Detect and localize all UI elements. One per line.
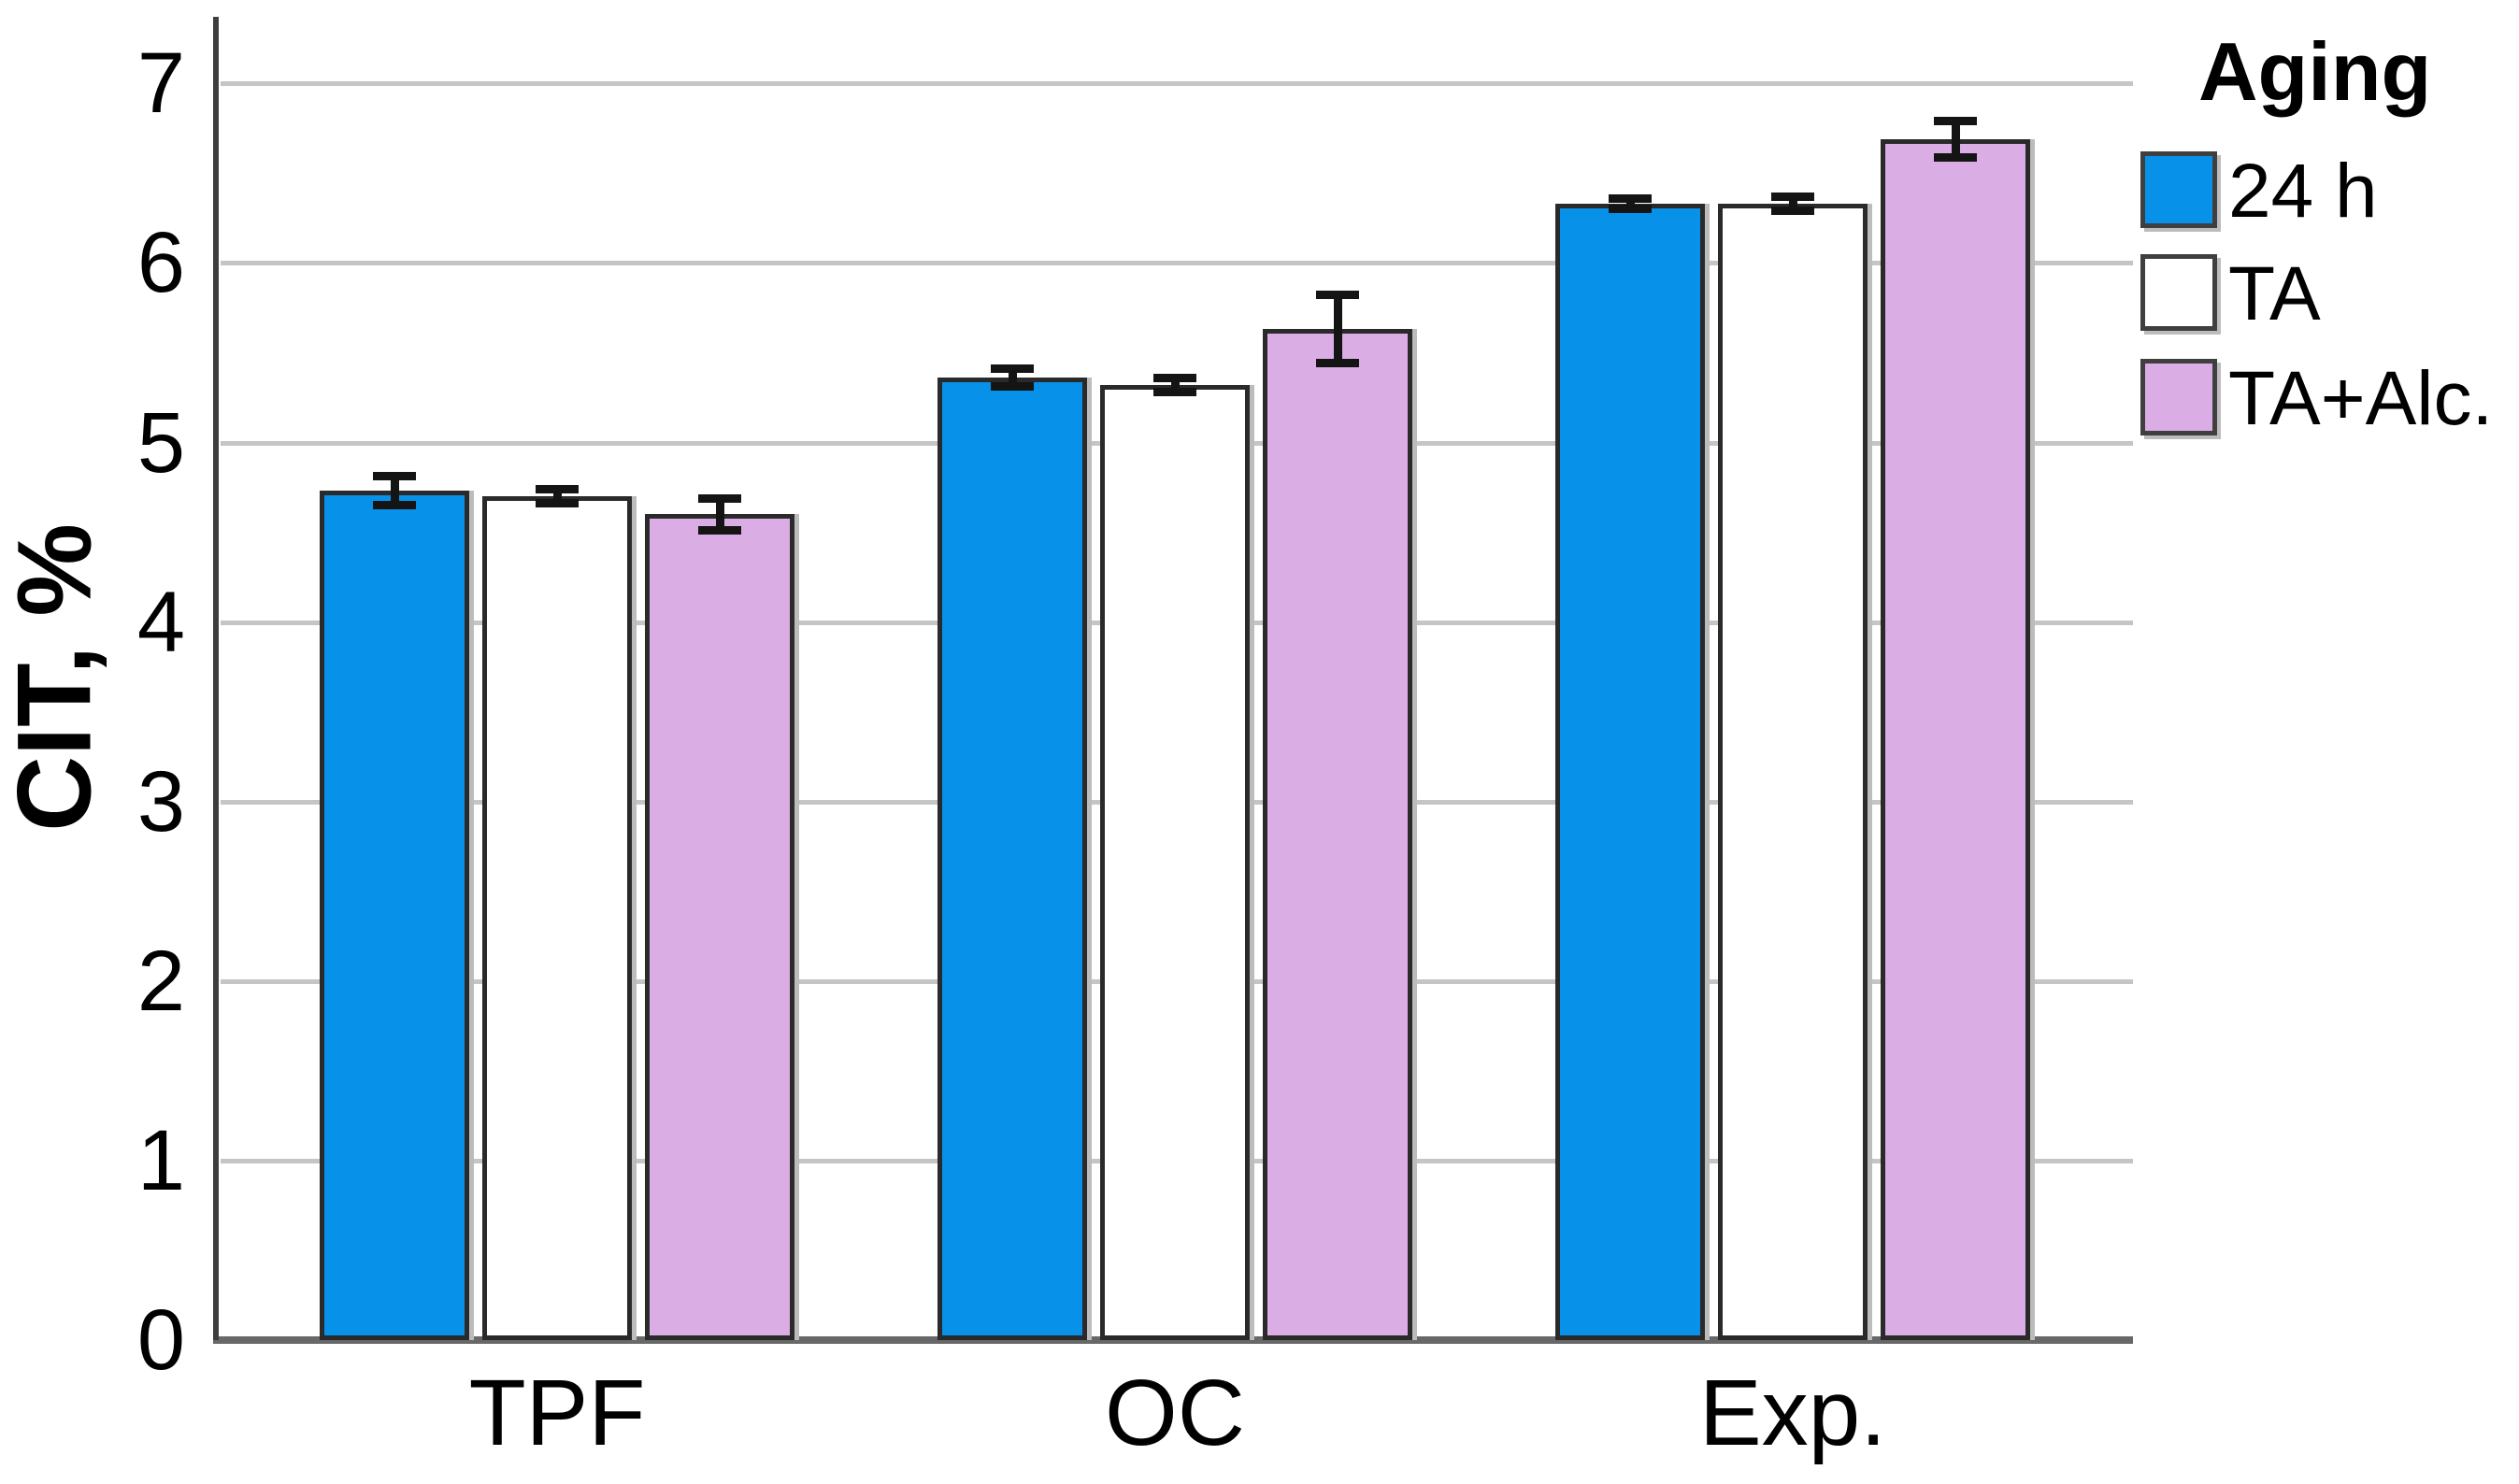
bar-exp-ta-alc: [1881, 138, 2030, 1340]
y-tick-label-3: 3: [136, 753, 185, 849]
gridline-y-6: [221, 261, 2133, 266]
bar-tpf-ta-alc: [645, 514, 794, 1340]
error-bar-exp-ta-alc: [1951, 121, 1960, 158]
legend-item-label-ta-alc: TA+Alc.: [2228, 356, 2494, 441]
error-bar-oc-ta: [1170, 378, 1180, 392]
bar-oc-24-h: [937, 378, 1087, 1340]
bar-exp-24-h: [1555, 204, 1705, 1340]
y-tick-label-0: 0: [136, 1292, 185, 1388]
error-cap-top-exp-ta-alc: [1934, 117, 1977, 126]
error-cap-top-exp-ta: [1771, 192, 1814, 201]
error-bar-tpf-ta-alc: [715, 498, 724, 531]
bar-tpf-24-h: [320, 491, 469, 1340]
error-cap-top-exp-24-h: [1609, 193, 1652, 203]
legend-item-label-ta: TA: [2228, 251, 2321, 336]
bar-exp-ta: [1718, 204, 1868, 1340]
error-cap-bottom-tpf-ta-alc: [698, 526, 741, 535]
y-tick-label-7: 7: [136, 36, 185, 132]
bar-tpf-ta: [482, 496, 632, 1340]
error-cap-bottom-tpf-ta: [536, 499, 579, 508]
legend-item-label-24-h: 24 h: [2228, 149, 2378, 234]
error-cap-top-oc-ta-alc: [1316, 291, 1359, 300]
error-cap-bottom-oc-24-h: [991, 382, 1034, 392]
bar-oc-ta-alc: [1263, 329, 1412, 1340]
y-tick-label-4: 4: [136, 574, 185, 670]
error-cap-bottom-oc-ta: [1153, 388, 1196, 397]
error-cap-top-tpf-ta: [536, 484, 579, 493]
error-bar-oc-ta-alc: [1333, 294, 1342, 364]
error-bar-tpf-ta: [552, 489, 562, 504]
legend-title: Aging: [2198, 25, 2432, 118]
x-axis-line: [213, 1336, 2133, 1344]
error-cap-bottom-exp-ta-alc: [1934, 152, 1977, 162]
y-axis-line: [213, 17, 219, 1340]
error-cap-top-oc-24-h: [991, 364, 1034, 374]
x-tick-label-tpf: TPF: [468, 1361, 646, 1465]
error-cap-top-oc-ta: [1153, 373, 1196, 382]
error-cap-bottom-exp-ta: [1771, 207, 1814, 216]
legend-swatch-ta-alc: [2140, 359, 2217, 435]
y-tick-label-2: 2: [136, 933, 185, 1029]
error-cap-bottom-oc-ta-alc: [1316, 359, 1359, 368]
error-cap-top-tpf-24-h: [373, 472, 416, 481]
y-tick-label-5: 5: [136, 394, 185, 491]
error-cap-bottom-tpf-24-h: [373, 501, 416, 510]
error-cap-top-tpf-ta-alc: [698, 493, 741, 503]
y-tick-label-1: 1: [136, 1112, 185, 1208]
y-tick-label-6: 6: [136, 215, 185, 311]
gridline-y-7: [221, 81, 2133, 87]
error-bar-oc-24-h: [1008, 368, 1017, 387]
x-tick-label-oc: OC: [1105, 1361, 1245, 1465]
bar-oc-ta: [1100, 385, 1250, 1340]
error-bar-exp-ta: [1788, 196, 1797, 211]
error-cap-bottom-exp-24-h: [1609, 205, 1652, 214]
legend-swatch-ta: [2140, 254, 2217, 331]
error-bar-tpf-24-h: [390, 476, 399, 506]
error-bar-exp-24-h: [1625, 198, 1635, 209]
legend-swatch-24-h: [2140, 151, 2217, 228]
x-tick-label-exp: Exp.: [1698, 1361, 1887, 1465]
